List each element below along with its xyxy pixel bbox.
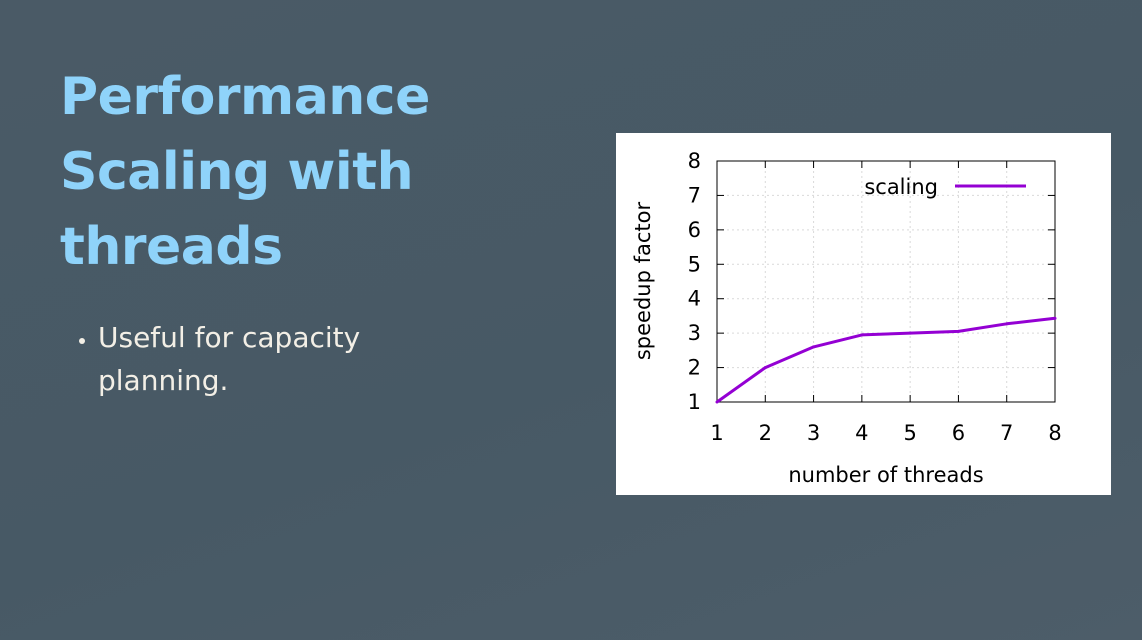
x-tick-label: 3 bbox=[807, 421, 820, 445]
chart-grid bbox=[717, 161, 1055, 402]
y-tick-label: 4 bbox=[688, 287, 701, 311]
y-tick-label: 7 bbox=[688, 183, 701, 207]
bullet-item: Useful for capacity planning. bbox=[98, 316, 458, 402]
y-axis-label: speedup factor bbox=[631, 201, 655, 360]
plot-area-border bbox=[716, 160, 1056, 403]
chart-legend: scaling bbox=[864, 175, 1026, 199]
y-tick-label: 8 bbox=[688, 149, 701, 173]
data-point bbox=[956, 329, 960, 333]
y-tick-label: 5 bbox=[688, 252, 701, 276]
data-point bbox=[1005, 322, 1009, 326]
speedup-chart: 1 2 3 4 5 6 7 8 1 2 3 4 5 6 7 8 scaling number of threa… bbox=[631, 149, 1062, 487]
x-tick-label: 6 bbox=[952, 421, 965, 445]
x-tick-label: 7 bbox=[1000, 421, 1013, 445]
x-axis-label: number of threads bbox=[788, 463, 983, 487]
y-tick-label: 2 bbox=[688, 356, 701, 380]
x-tick-label: 1 bbox=[710, 421, 723, 445]
y-tick-label: 3 bbox=[688, 321, 701, 345]
axis-ticks: 1 2 3 4 5 6 7 8 1 2 3 4 5 6 7 8 bbox=[688, 149, 1062, 445]
x-tick-label: 4 bbox=[855, 421, 868, 445]
data-point bbox=[908, 331, 912, 335]
x-tick-label: 5 bbox=[903, 421, 916, 445]
slide-title: Performance Scaling with threads bbox=[60, 67, 430, 277]
bullet-list: Useful for capacity planning. bbox=[70, 316, 458, 402]
chart-card: 1 2 3 4 5 6 7 8 1 2 3 4 5 6 7 8 scaling number of threa… bbox=[616, 133, 1111, 495]
data-point bbox=[715, 400, 719, 404]
x-tick-label: 2 bbox=[759, 421, 772, 445]
series-line-scaling bbox=[716, 316, 1056, 404]
data-point bbox=[763, 366, 767, 370]
y-tick-label: 1 bbox=[688, 390, 701, 414]
data-point bbox=[860, 333, 864, 337]
legend-label: scaling bbox=[864, 175, 938, 199]
x-tick-label: 8 bbox=[1048, 421, 1061, 445]
data-point bbox=[812, 345, 816, 349]
y-tick-label: 6 bbox=[688, 218, 701, 242]
series-layer bbox=[715, 316, 1057, 404]
data-point bbox=[1053, 316, 1057, 320]
